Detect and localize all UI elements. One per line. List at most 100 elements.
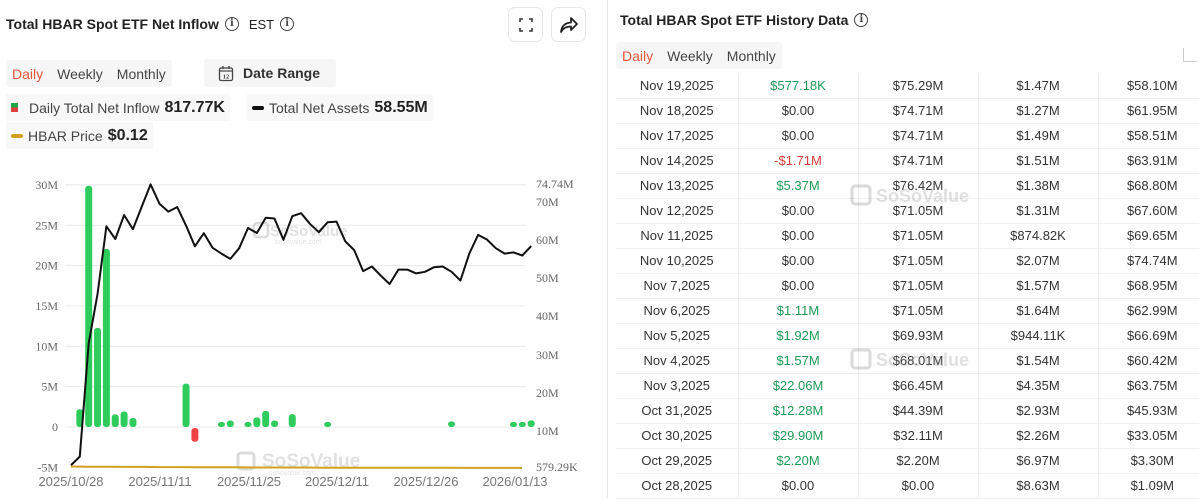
net-assets-cell: $69.65M [1098,223,1199,249]
value-traded-cell: $6.97M [978,448,1099,474]
net-assets-cell: $1.09M [1098,473,1199,499]
fullscreen-icon [518,17,533,32]
table-row[interactable]: Nov 7,2025 $0.00 $71.05M $1.57M $68.95M [616,273,1199,299]
net-assets-cell: $58.10M [1098,73,1199,99]
history-tab-weekly[interactable]: Weekly [667,47,713,64]
table-row[interactable]: Nov 10,2025 $0.00 $71.05M $2.07M $74.74M [616,248,1199,274]
inflow-bar[interactable] [244,422,252,427]
share-button[interactable] [551,7,586,42]
history-table: Nov 19,2025 $577.18K $75.29M $1.47M $58.10M N… [616,73,1199,499]
fullscreen-button[interactable] [508,7,543,42]
inflow-bar[interactable] [102,248,110,427]
table-row[interactable]: Nov 19,2025 $577.18K $75.29M $1.47M $58.10M [616,73,1199,99]
tab-daily[interactable]: Daily [12,65,44,82]
inflow-bar[interactable] [120,411,128,427]
table-row[interactable]: Nov 5,2025 $1.92M $69.93M $944.11K $66.69M [616,323,1199,349]
tab-weekly[interactable]: Weekly [57,65,103,82]
inflow-bar[interactable] [129,418,137,427]
inflow-bar[interactable] [217,422,225,427]
svg-text:SoSoValue: SoSoValue [262,451,360,472]
table-row[interactable]: Nov 12,2025 $0.00 $71.05M $1.31M $67.60M [616,198,1199,224]
date-cell: Nov 12,2025 [616,198,739,224]
inflow-cell: $0.00 [738,123,859,149]
history-title: Total HBAR Spot ETF History Data i [620,12,869,28]
left-axis-tick: 5M [41,380,58,394]
inflow-cell: $0.00 [738,223,859,249]
right-axis-tick: 30M [536,348,559,362]
info-icon[interactable]: i [224,17,239,31]
table-row[interactable]: Oct 28,2025 $0.00 $0.00 $8.63M $1.09M [616,473,1199,499]
cumulative-inflow-cell: $44.39M [858,398,979,424]
date-range-label: Date Range [243,65,321,81]
inflow-bar[interactable] [271,420,279,427]
table-row[interactable]: Oct 30,2025 $29.90M $32.11M $2.26M $33.05M [616,423,1199,449]
assets-swatch-icon [252,105,264,110]
table-row[interactable]: Nov 3,2025 $22.06M $66.45M $4.35M $63.75M [616,373,1199,399]
inflow-bar[interactable] [448,421,456,427]
date-cell: Nov 3,2025 [616,373,739,399]
inflow-bar[interactable] [182,383,190,427]
inflow-bar[interactable] [253,417,261,427]
inflow-cell: $1.57M [738,348,859,374]
history-data-panel: Total HBAR Spot ETF History Data i Daily… [608,0,1199,499]
date-cell: Oct 30,2025 [616,423,739,449]
table-watermark: SoSoValue [850,182,980,217]
left-axis-tick: 25M [35,218,58,232]
cumulative-inflow-cell: $66.45M [858,373,979,399]
history-tab-daily[interactable]: Daily [622,47,654,64]
inflow-bar[interactable] [510,422,517,427]
legend-total-assets[interactable]: Total Net Assets 58.55M [247,94,433,121]
inflow-value: 817.77K [164,98,225,116]
table-row[interactable]: Oct 29,2025 $2.20M $2.20M $6.97M $3.30M [616,448,1199,474]
cumulative-inflow-cell: $71.05M [858,198,979,224]
history-tab-monthly[interactable]: Monthly [726,47,776,64]
value-traded-cell: $1.51M [978,148,1099,174]
x-axis-tick: 2025/11/25 [217,474,281,489]
value-traded-cell: $2.26M [978,423,1099,449]
net-assets-cell: $63.75M [1098,373,1199,399]
export-icon[interactable] [1183,48,1197,62]
inflow-bar[interactable] [288,414,296,427]
net-inflow-chart[interactable]: 30M 25M 20M 15M 10M 5M 0 -5M 74.74M 70M 60M 50M 40M… [0,0,600,498]
panel-divider [607,0,608,498]
net-assets-cell: $3.30M [1098,448,1199,474]
right-axis-tick: 60M [536,233,559,247]
net-assets-cell: $60.42M [1098,348,1199,374]
cumulative-inflow-cell: $74.71M [858,123,979,149]
value-traded-cell: $4.35M [978,373,1099,399]
history-info-icon[interactable]: i [854,13,869,27]
inflow-cell: $5.37M [738,173,859,199]
inflow-bar[interactable] [191,428,199,442]
inflow-bar[interactable] [262,410,270,427]
date-cell: Nov 6,2025 [616,298,739,324]
table-row[interactable]: Nov 4,2025 $1.57M $68.01M $1.54M $60.42M [616,348,1199,374]
legend-inflow[interactable]: Daily Total Net Inflow 817.77K [6,94,230,121]
net-assets-cell: $45.93M [1098,398,1199,424]
inflow-bar[interactable] [527,420,535,427]
inflow-bar[interactable] [324,422,332,427]
legend-hbar-price[interactable]: HBAR Price $0.12 [6,122,153,149]
inflow-bar[interactable] [111,414,119,427]
hbar-price-line [70,465,522,469]
inflow-bar[interactable] [94,327,102,427]
inflow-bar[interactable] [85,185,93,427]
table-row[interactable]: Nov 6,2025 $1.11M $71.05M $1.64M $62.99M [616,298,1199,324]
date-range-button[interactable]: 12 Date Range [204,59,336,87]
inflow-bar[interactable] [226,420,234,427]
table-row[interactable]: Oct 31,2025 $12.28M $44.39M $2.93M $45.93M [616,398,1199,424]
tab-monthly[interactable]: Monthly [116,65,166,82]
table-row[interactable]: Nov 14,2025 -$1.71M $74.71M $1.51M $63.91M [616,148,1199,174]
net-assets-cell: $68.95M [1098,273,1199,299]
inflow-bar[interactable] [518,422,526,427]
value-traded-cell: $1.31M [978,198,1099,224]
table-row[interactable]: Nov 18,2025 $0.00 $74.71M $1.27M $61.95M [616,98,1199,124]
inflow-cell: $1.11M [738,298,859,324]
table-row[interactable]: Nov 17,2025 $0.00 $74.71M $1.49M $58.51M [616,123,1199,149]
timezone-info-icon[interactable]: i [280,17,295,31]
date-cell: Nov 17,2025 [616,123,739,149]
table-watermark-2: SoSoValue [850,346,980,381]
right-y-axis: 74.74M 70M 60M 50M 40M 30M 20M 10M 579.29K [536,177,578,474]
table-row[interactable]: Nov 11,2025 $0.00 $71.05M $874.82K $69.65M [616,223,1199,249]
table-row[interactable]: Nov 13,2025 $5.37M $76.42M $1.38M $68.80M [616,173,1199,199]
right-axis-tick: 20M [536,386,559,400]
